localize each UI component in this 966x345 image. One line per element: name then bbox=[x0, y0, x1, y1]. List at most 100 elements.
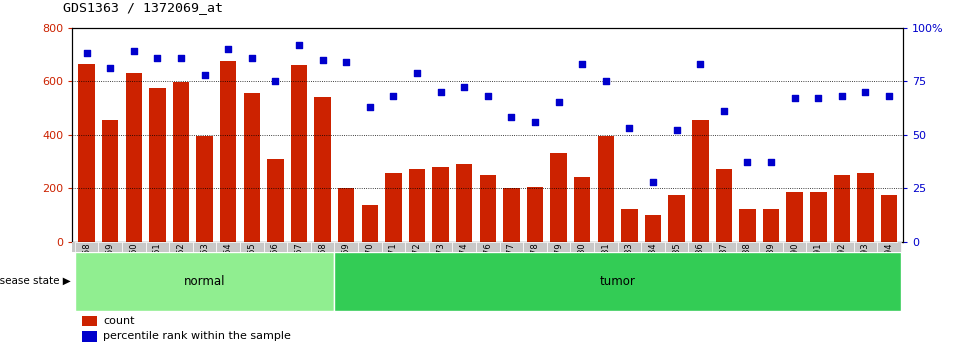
Point bbox=[668, 128, 684, 133]
Text: GSM33179: GSM33179 bbox=[554, 242, 563, 288]
Text: GSM33191: GSM33191 bbox=[813, 242, 823, 287]
Text: GSM33187: GSM33187 bbox=[720, 242, 728, 288]
Text: GDS1363 / 1372069_at: GDS1363 / 1372069_at bbox=[63, 1, 223, 14]
Text: GSM33189: GSM33189 bbox=[767, 242, 776, 288]
Bar bbox=[243, 93, 260, 241]
Text: GSM33173: GSM33173 bbox=[436, 242, 445, 288]
Bar bbox=[665, 241, 689, 252]
Point bbox=[480, 93, 496, 99]
Bar bbox=[712, 241, 736, 252]
Point bbox=[457, 85, 472, 90]
Point bbox=[410, 70, 425, 75]
Bar bbox=[268, 159, 284, 242]
Bar bbox=[759, 241, 782, 252]
Text: GSM33186: GSM33186 bbox=[696, 242, 705, 288]
Text: GSM33181: GSM33181 bbox=[602, 242, 611, 288]
Bar bbox=[547, 241, 571, 252]
Text: GSM33160: GSM33160 bbox=[129, 242, 138, 288]
Point bbox=[693, 61, 708, 67]
Bar bbox=[264, 241, 287, 252]
Text: GSM33161: GSM33161 bbox=[153, 242, 162, 288]
Text: GSM33165: GSM33165 bbox=[247, 242, 256, 288]
Text: GSM33178: GSM33178 bbox=[530, 242, 540, 288]
Text: GSM33188: GSM33188 bbox=[743, 242, 752, 288]
Bar bbox=[782, 241, 807, 252]
Bar bbox=[358, 241, 382, 252]
Bar bbox=[334, 252, 901, 310]
Bar bbox=[196, 136, 213, 242]
Bar bbox=[456, 164, 472, 242]
Bar bbox=[220, 61, 237, 241]
Text: GSM33184: GSM33184 bbox=[648, 242, 658, 288]
Text: normal: normal bbox=[184, 275, 225, 288]
Point bbox=[127, 48, 142, 54]
Point bbox=[858, 89, 873, 95]
Bar bbox=[78, 64, 95, 241]
Text: GSM33168: GSM33168 bbox=[318, 242, 327, 288]
Point bbox=[362, 104, 378, 109]
Point bbox=[503, 115, 519, 120]
Text: GSM33169: GSM33169 bbox=[342, 242, 351, 288]
Bar bbox=[433, 167, 449, 242]
Bar bbox=[807, 241, 830, 252]
Bar bbox=[409, 169, 425, 242]
Bar bbox=[240, 241, 264, 252]
Bar bbox=[689, 241, 712, 252]
Bar bbox=[311, 241, 334, 252]
Point bbox=[197, 72, 213, 77]
Bar bbox=[169, 241, 193, 252]
Point bbox=[268, 78, 283, 84]
Bar bbox=[314, 97, 331, 242]
Text: GSM33158: GSM33158 bbox=[82, 242, 91, 288]
Bar bbox=[216, 241, 240, 252]
Bar bbox=[334, 241, 358, 252]
Bar bbox=[621, 209, 638, 242]
Bar bbox=[74, 241, 99, 252]
Bar bbox=[857, 173, 873, 242]
Text: percentile rank within the sample: percentile rank within the sample bbox=[103, 332, 291, 341]
Bar bbox=[526, 187, 543, 242]
Bar bbox=[571, 241, 594, 252]
Point bbox=[716, 108, 731, 114]
Point bbox=[433, 89, 448, 95]
Point bbox=[220, 46, 236, 52]
Text: GSM33193: GSM33193 bbox=[861, 242, 870, 288]
Bar bbox=[739, 209, 755, 242]
Text: GSM33170: GSM33170 bbox=[365, 242, 374, 288]
Point bbox=[810, 96, 826, 101]
Bar bbox=[763, 209, 780, 242]
Bar bbox=[102, 120, 119, 242]
Point bbox=[385, 93, 401, 99]
Bar bbox=[429, 241, 452, 252]
Text: tumor: tumor bbox=[600, 275, 636, 288]
Point bbox=[763, 160, 779, 165]
Bar bbox=[877, 241, 901, 252]
Bar bbox=[122, 241, 146, 252]
Bar bbox=[692, 120, 708, 242]
Text: GSM33183: GSM33183 bbox=[625, 242, 634, 288]
Text: GSM33177: GSM33177 bbox=[507, 242, 516, 288]
Bar bbox=[338, 188, 355, 241]
Bar bbox=[503, 188, 520, 241]
Text: GSM33176: GSM33176 bbox=[483, 242, 493, 288]
Text: GSM33167: GSM33167 bbox=[295, 242, 303, 288]
Bar bbox=[786, 192, 803, 242]
Bar bbox=[551, 153, 567, 242]
Bar bbox=[146, 241, 169, 252]
Bar bbox=[385, 173, 402, 242]
Bar bbox=[834, 175, 850, 241]
Text: GSM33172: GSM33172 bbox=[412, 242, 421, 288]
Bar bbox=[499, 241, 524, 252]
Point bbox=[338, 59, 354, 65]
Bar bbox=[476, 241, 499, 252]
Bar bbox=[668, 195, 685, 242]
Bar bbox=[524, 241, 547, 252]
Point bbox=[244, 55, 260, 60]
Text: GSM33185: GSM33185 bbox=[672, 242, 681, 288]
Bar bbox=[173, 82, 189, 242]
Bar bbox=[641, 241, 665, 252]
Bar bbox=[881, 195, 897, 242]
Text: GSM33164: GSM33164 bbox=[224, 242, 233, 288]
Bar bbox=[644, 215, 662, 242]
Point bbox=[881, 93, 896, 99]
